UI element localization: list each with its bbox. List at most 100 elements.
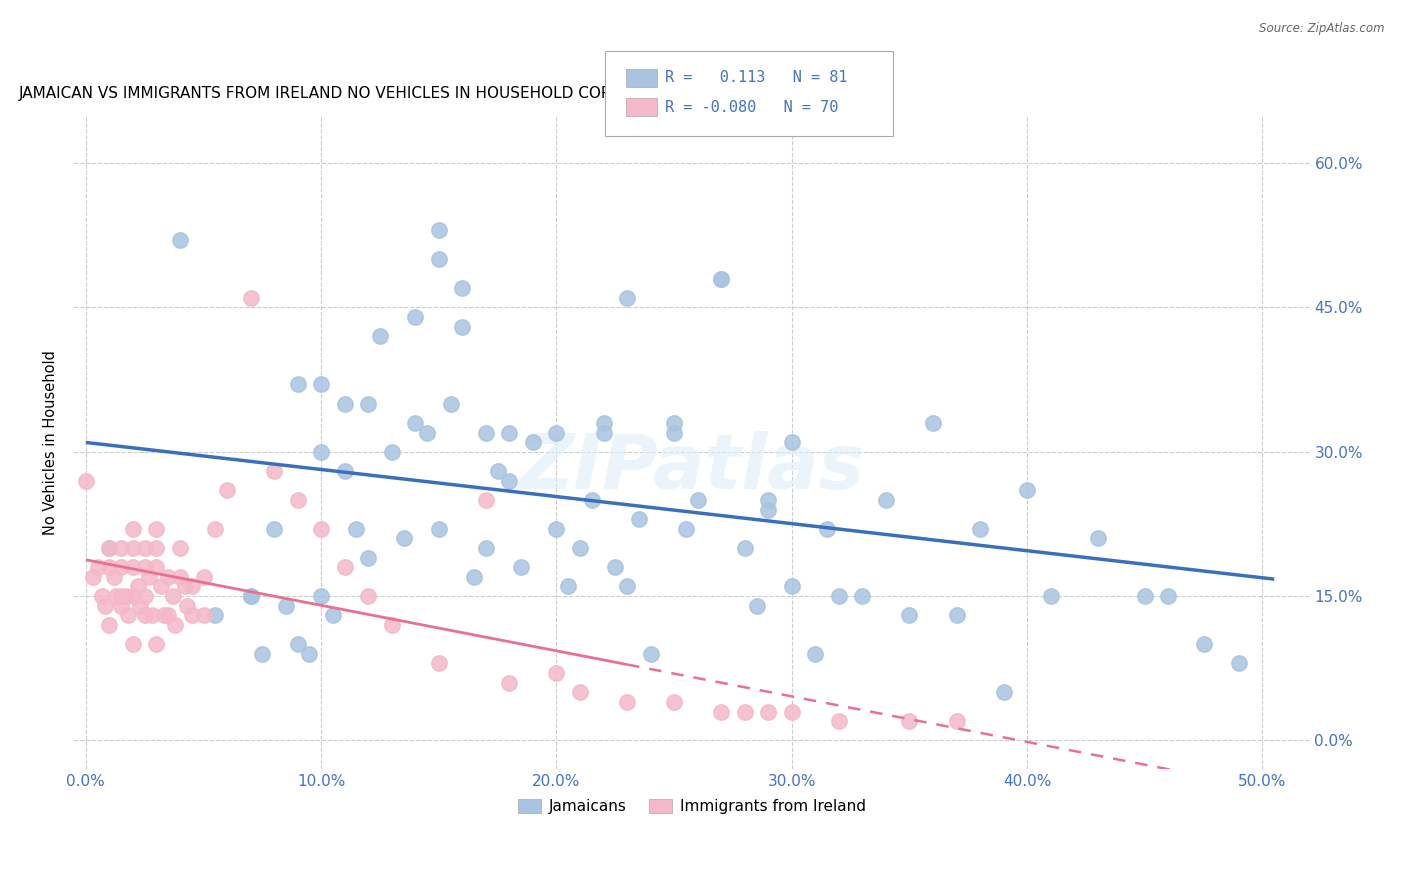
- Point: [193, 570, 215, 584]
- Point: [152, 608, 174, 623]
- Text: JAMAICAN VS IMMIGRANTS FROM IRELAND NO VEHICLES IN HOUSEHOLD CORRELATION CHART: JAMAICAN VS IMMIGRANTS FROM IRELAND NO V…: [18, 87, 744, 102]
- Point: [357, 589, 380, 603]
- Point: [333, 464, 356, 478]
- Point: [263, 522, 285, 536]
- Point: [475, 492, 498, 507]
- Point: [141, 608, 163, 623]
- Point: [169, 233, 191, 247]
- Point: [134, 589, 156, 603]
- Point: [1192, 637, 1215, 651]
- Point: [180, 580, 202, 594]
- Point: [145, 560, 167, 574]
- Point: [898, 714, 921, 729]
- Point: [581, 492, 603, 507]
- Point: [381, 618, 404, 632]
- Point: [592, 425, 614, 440]
- Point: [287, 492, 309, 507]
- Point: [274, 599, 297, 613]
- Point: [105, 589, 128, 603]
- Point: [75, 474, 97, 488]
- Point: [427, 252, 450, 267]
- Text: ZIPatlas: ZIPatlas: [519, 432, 865, 506]
- Point: [287, 377, 309, 392]
- Point: [475, 541, 498, 555]
- Point: [416, 425, 439, 440]
- Point: [193, 608, 215, 623]
- Point: [392, 532, 415, 546]
- Point: [851, 589, 873, 603]
- Point: [427, 657, 450, 671]
- Text: R = -0.080   N = 70: R = -0.080 N = 70: [665, 100, 838, 114]
- Point: [404, 416, 426, 430]
- Text: R =   0.113   N = 81: R = 0.113 N = 81: [665, 70, 848, 85]
- Point: [117, 608, 139, 623]
- Point: [252, 647, 274, 661]
- Point: [287, 637, 309, 651]
- Point: [150, 580, 173, 594]
- Point: [93, 599, 115, 613]
- Point: [710, 271, 733, 285]
- Y-axis label: No Vehicles in Household: No Vehicles in Household: [44, 350, 58, 534]
- Point: [115, 589, 138, 603]
- Point: [110, 599, 132, 613]
- Point: [756, 492, 779, 507]
- Point: [309, 589, 332, 603]
- Point: [922, 416, 945, 430]
- Point: [176, 599, 198, 613]
- Legend: Jamaicans, Immigrants from Ireland: Jamaicans, Immigrants from Ireland: [512, 793, 872, 821]
- Point: [333, 397, 356, 411]
- Point: [309, 444, 332, 458]
- Point: [640, 647, 662, 661]
- Point: [134, 560, 156, 574]
- Point: [204, 522, 226, 536]
- Point: [969, 522, 991, 536]
- Point: [510, 560, 533, 574]
- Point: [804, 647, 827, 661]
- Point: [734, 705, 756, 719]
- Point: [546, 522, 568, 536]
- Point: [333, 560, 356, 574]
- Point: [815, 522, 838, 536]
- Point: [110, 541, 132, 555]
- Point: [82, 570, 104, 584]
- Point: [309, 522, 332, 536]
- Point: [592, 416, 614, 430]
- Point: [1087, 532, 1109, 546]
- Point: [662, 416, 685, 430]
- Point: [103, 570, 125, 584]
- Point: [169, 570, 191, 584]
- Point: [605, 560, 627, 574]
- Point: [439, 397, 461, 411]
- Point: [157, 608, 180, 623]
- Point: [138, 570, 160, 584]
- Point: [675, 522, 697, 536]
- Point: [180, 608, 202, 623]
- Point: [110, 560, 132, 574]
- Point: [546, 425, 568, 440]
- Point: [127, 580, 149, 594]
- Point: [546, 666, 568, 681]
- Point: [298, 647, 321, 661]
- Point: [475, 425, 498, 440]
- Point: [122, 589, 145, 603]
- Point: [686, 492, 709, 507]
- Point: [157, 570, 180, 584]
- Point: [1133, 589, 1156, 603]
- Point: [616, 580, 638, 594]
- Point: [98, 560, 121, 574]
- Point: [828, 714, 851, 729]
- Point: [451, 319, 474, 334]
- Point: [162, 589, 184, 603]
- Point: [98, 541, 121, 555]
- Point: [498, 675, 520, 690]
- Point: [427, 522, 450, 536]
- Point: [486, 464, 509, 478]
- Point: [756, 502, 779, 516]
- Point: [498, 474, 520, 488]
- Point: [569, 685, 592, 699]
- Point: [1017, 483, 1039, 498]
- Point: [756, 705, 779, 719]
- Point: [616, 695, 638, 709]
- Point: [98, 541, 121, 555]
- Point: [122, 637, 145, 651]
